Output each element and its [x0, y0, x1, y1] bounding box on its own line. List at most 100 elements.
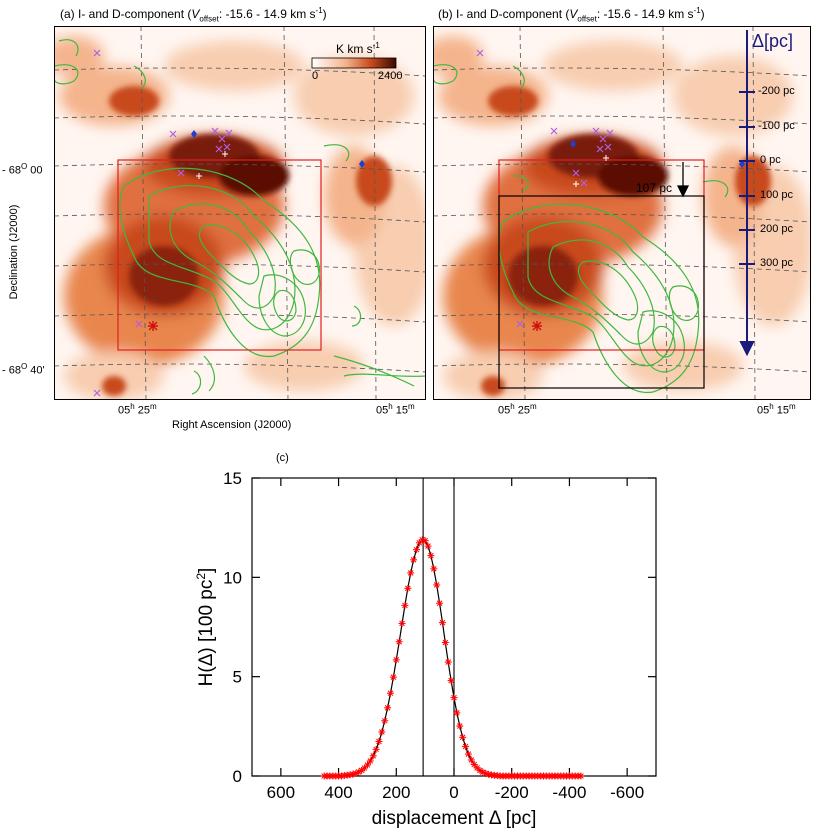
contours-fixed [433, 64, 529, 192]
data-point [355, 768, 363, 776]
colorbar-label-text: K km s [336, 42, 373, 56]
chart-xlabel: displacement Δ [pc] [372, 808, 537, 829]
y-ticks: 0 5 10 15 [223, 469, 656, 786]
panel-b-title-suffix: : -15.6 - 14.9 km s [596, 7, 694, 21]
data-point [427, 552, 435, 560]
dec-tick-bottom-min: 40' [27, 364, 45, 377]
panel-a-title-sup: -1 [315, 6, 323, 15]
shift-arrow [676, 162, 690, 198]
delta-header: Δ[pc] [752, 31, 794, 51]
ra-tick-a-left-min: 25 [134, 404, 150, 417]
chart-ylabel-main: H(Δ) [100 pc [196, 580, 217, 687]
y-tick-label: 0 [233, 767, 242, 786]
data-point [450, 694, 458, 702]
ra-tick-b-left-sup: m [530, 402, 537, 411]
data-point [381, 717, 389, 725]
delta-tick-3: 100 pc [760, 189, 794, 201]
colorbar-min: 0 [312, 70, 319, 82]
region-box-red [117, 159, 322, 351]
x-ticks: 600 400 200 0 -200 -400 -600 [267, 478, 644, 802]
panel-b-title-var: V [569, 7, 578, 21]
data-point [415, 539, 423, 547]
data-point [407, 569, 415, 577]
ra-tick-b-left-h: 05 [498, 404, 511, 417]
panel-b-frame [433, 26, 811, 400]
ra-tick-a-right-h: 05 [376, 404, 389, 417]
data-point [577, 772, 585, 780]
data-point [430, 565, 438, 573]
reference-lines [422, 478, 455, 776]
dec-tick-top: - 68O 00 [2, 162, 43, 177]
ra-tick-b-left-min: 25 [514, 404, 530, 417]
region-box-black [498, 195, 705, 389]
cross-markers [93, 49, 233, 397]
data-point [459, 733, 467, 741]
coordinate-grid-b [433, 26, 811, 400]
dec-tick-bottom-sup: O [20, 362, 28, 371]
data-point [384, 704, 392, 712]
data-point [447, 677, 455, 685]
colorbar-label: K km s-1 [336, 41, 380, 56]
data-point [387, 689, 395, 697]
data-point [464, 750, 472, 758]
x-tick-label: -400 [552, 783, 586, 802]
panel-a-xlabel: Right Ascension (J2000) [172, 419, 292, 431]
data-point [444, 658, 452, 666]
data-point [372, 745, 380, 753]
ra-tick-b-left: 05h 25m [498, 402, 537, 417]
delta-tick-1: -100 pc [758, 120, 795, 132]
dec-tick-bottom-deg: - 68 [2, 364, 21, 377]
intensity-map [54, 36, 426, 400]
cross-markers-b [476, 49, 614, 328]
panel-b-map [433, 26, 811, 400]
star-marker [148, 321, 158, 331]
x-tick-label: 600 [267, 783, 295, 802]
panel-b-title-sub: offset [577, 14, 597, 24]
data-point [424, 542, 432, 550]
panel-a-title-var: V [191, 7, 200, 21]
ra-tick-b-right-unit: h [769, 402, 774, 411]
delta-tick-2: 0 pc [760, 154, 781, 166]
displacement-chart: 600 400 200 0 -200 -400 -600 0 5 10 15 displaceme… [194, 469, 657, 829]
colorbar-max: 2400 [378, 70, 403, 82]
dec-tick-top-deg: - 68 [2, 164, 21, 177]
contours [54, 39, 426, 395]
data-point [378, 728, 386, 736]
data-point [401, 601, 409, 609]
panel-a-title-sub: offset [199, 14, 219, 24]
h-delta-line [324, 539, 581, 777]
dec-tick-top-sup: O [20, 162, 28, 171]
ra-tick-a-right-min: 15 [392, 404, 408, 417]
ra-tick-a-right-sup: m [408, 402, 415, 411]
panel-b-title-close: ) [700, 7, 705, 21]
ra-tick-a-left: 05h 25m [118, 402, 157, 417]
data-point [462, 743, 470, 751]
delta-tick-4: 200 pc [760, 223, 794, 235]
chart-ylabel-sup: 2 [194, 573, 208, 580]
panel-a-ylabel: Declination (J2000) [8, 204, 20, 300]
dec-tick-bottom: - 68O 40' [2, 362, 45, 377]
x-tick-label: -600 [610, 783, 644, 802]
ra-tick-b-left-unit: h [510, 402, 515, 411]
shift-label: 107 pc [636, 181, 673, 195]
chart-ylabel-close: ] [196, 568, 217, 573]
panel-a-title-prefix: (a) I- and D-component ( [60, 7, 192, 21]
data-point [436, 599, 444, 607]
panel-a-title-close: ) [322, 7, 327, 21]
h-delta-points [320, 536, 585, 780]
ra-tick-a-left-unit: h [130, 402, 135, 411]
plus-markers [196, 151, 228, 179]
data-point [467, 756, 475, 764]
data-point [369, 752, 377, 760]
data-point [404, 584, 412, 592]
y-tick-label: 5 [233, 668, 242, 687]
ra-tick-b-right-h: 05 [757, 404, 770, 417]
ra-tick-b-right: 05h 15m [757, 402, 796, 417]
x-tick-label: 200 [382, 783, 410, 802]
y-tick-label: 15 [223, 469, 242, 488]
ra-tick-a-left-h: 05 [118, 404, 131, 417]
data-point [395, 638, 403, 646]
data-point [410, 556, 418, 564]
x-tick-label: 400 [324, 783, 352, 802]
data-point [392, 656, 400, 664]
